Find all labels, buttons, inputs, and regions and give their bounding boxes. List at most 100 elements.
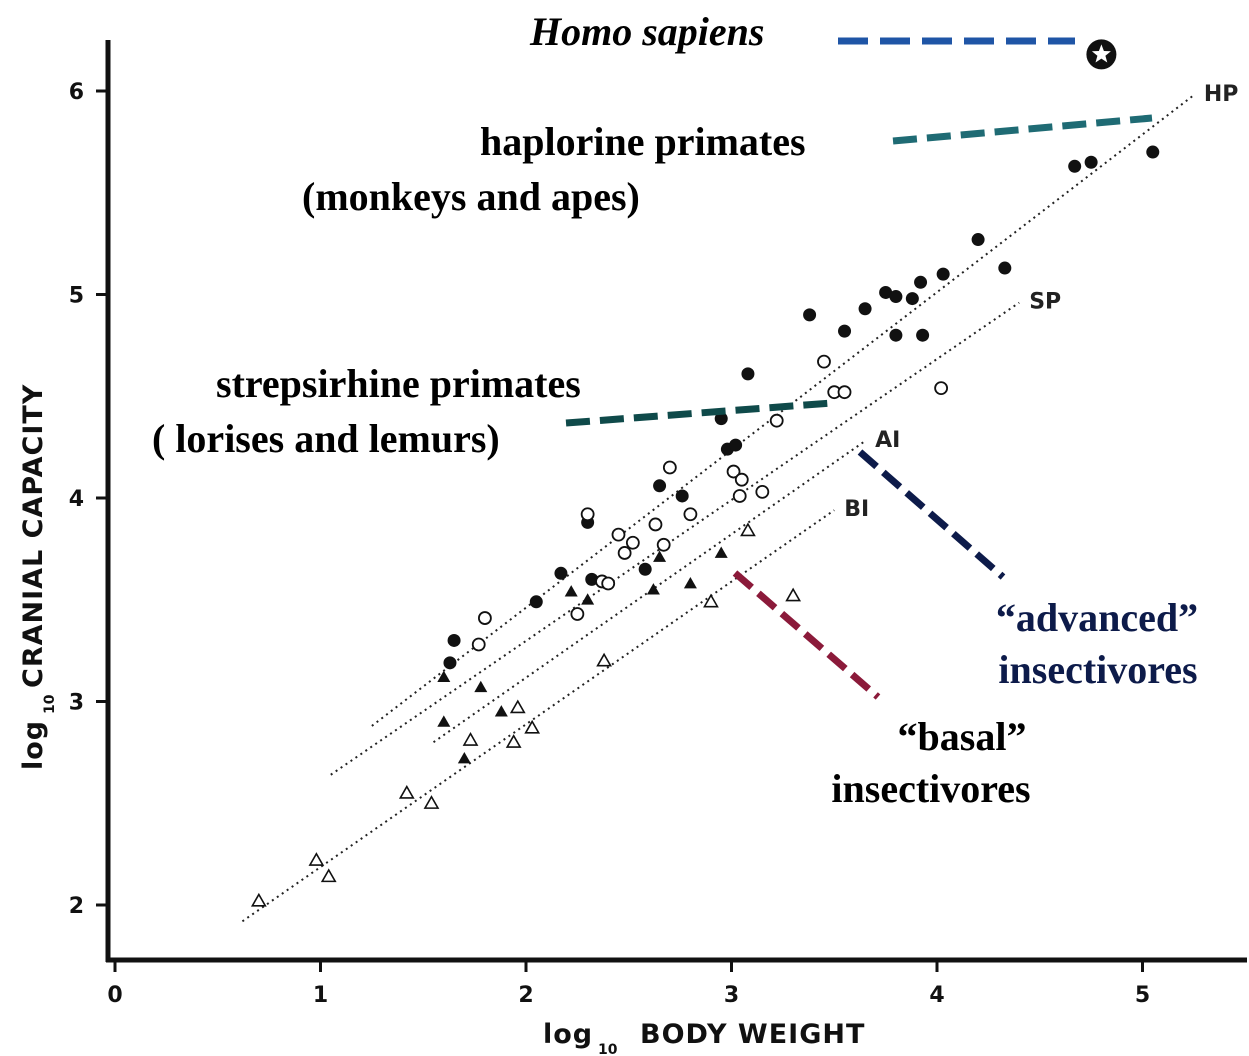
- basal-insectivore-point: [596, 652, 612, 667]
- strepsirhine-point: [662, 460, 677, 475]
- haplorine-point: [889, 328, 903, 342]
- strepsirhine-point: [769, 413, 784, 428]
- y-tick-label: 2: [69, 894, 84, 919]
- x-axis-title-subscript: 10: [598, 1042, 618, 1056]
- advanced-insectivore-point: [714, 546, 728, 558]
- regression-label-sp: SP: [1029, 290, 1061, 315]
- axes: [105, 40, 1247, 963]
- strepsirhine-point: [580, 507, 595, 522]
- haplorine-annotation-line1: haplorine primates: [480, 119, 806, 164]
- strepsirhine-point: [601, 576, 616, 591]
- basal-insectivore-point: [785, 587, 802, 602]
- basal-insectivore-point: [423, 795, 440, 809]
- basal-insectivore-point: [505, 734, 522, 748]
- regression-line-ai: [432, 440, 866, 744]
- strepsirhine-annotation-line1: strepsirhine primates: [216, 361, 581, 406]
- basal-insectivores-annotation-line1: “basal”: [898, 714, 1027, 759]
- haplorine-point: [971, 233, 985, 247]
- strepsirhine-point: [570, 607, 585, 621]
- haplorine-point: [447, 633, 461, 647]
- y-tick-label: 6: [69, 80, 84, 105]
- basal-insectivore-point: [524, 719, 541, 734]
- strepsirhine-point: [625, 535, 640, 550]
- haplorine-point: [675, 489, 689, 503]
- x-tick-label: 1: [313, 983, 328, 1008]
- haplorine-annotation-line2: (monkeys and apes): [302, 174, 640, 219]
- strepsirhine-point: [471, 637, 486, 652]
- advanced-insectivores-annotation-line1: “advanced”: [996, 595, 1198, 640]
- advanced-leader: [857, 449, 1006, 580]
- advanced-insectivore-point: [564, 585, 578, 597]
- haplorine-point: [554, 566, 568, 580]
- strepsirhine-point: [683, 507, 698, 522]
- haplorine-point: [1146, 145, 1160, 159]
- x-axis-title-text: BODY WEIGHT: [640, 1019, 865, 1050]
- regression-line-sp: [330, 301, 1020, 776]
- regression-line-bi: [241, 509, 835, 923]
- haplorine-leader: [892, 114, 1153, 145]
- basal-insectivore-point: [308, 852, 325, 866]
- x-tick-label: 2: [518, 983, 533, 1008]
- advanced-insectivores-annotation-line2: insectivores: [998, 647, 1197, 692]
- basal-leader: [732, 570, 881, 700]
- y-axis-title-prefix: log: [18, 720, 49, 770]
- data-points: [250, 145, 1160, 907]
- haplorine-point: [879, 285, 893, 299]
- strepsirhine-point: [755, 484, 770, 499]
- regression-label-bi: BI: [844, 497, 869, 522]
- advanced-insectivore-point: [646, 583, 660, 595]
- haplorine-point: [803, 308, 817, 322]
- x-tick-label: 4: [929, 983, 944, 1008]
- haplorine-point: [998, 261, 1012, 275]
- advanced-insectivore-point: [581, 593, 595, 605]
- strepsirhine-point: [656, 537, 671, 552]
- regression-label-ai: AI: [875, 428, 900, 453]
- strepsirhine-point: [611, 527, 626, 542]
- strepsirhine-point: [934, 381, 949, 396]
- x-ticks: 0 1 2 3 4 5: [107, 960, 1150, 1008]
- homo-sapiens-annotation: Homo sapiens: [529, 9, 764, 54]
- x-axis-title-prefix: log: [543, 1019, 593, 1050]
- y-tick-label: 3: [69, 691, 84, 716]
- haplorine-point: [1068, 159, 1082, 173]
- basal-insectivore-point: [250, 892, 267, 907]
- y-axis-title: log 10 CRANIAL CAPACITY: [18, 384, 58, 770]
- basal-insectivore-point: [509, 699, 526, 714]
- y-ticks: 2 3 4 5 6: [69, 80, 108, 919]
- basal-insectivores-annotation-line2: insectivores: [831, 766, 1030, 811]
- x-tick-label: 3: [724, 983, 739, 1008]
- homo-sapiens-marker: [1086, 39, 1117, 70]
- haplorine-point: [714, 412, 728, 426]
- haplorine-point: [741, 367, 755, 381]
- x-tick-label: 0: [107, 983, 122, 1008]
- basal-insectivore-point: [462, 732, 479, 746]
- strepsirhine-point: [732, 489, 747, 503]
- x-tick-label: 5: [1135, 983, 1150, 1008]
- basal-insectivore-point: [703, 593, 719, 608]
- haplorine-point: [529, 595, 543, 609]
- y-tick-label: 4: [69, 487, 84, 512]
- strepsirhine-point: [648, 517, 663, 532]
- haplorine-point: [914, 275, 928, 289]
- haplorine-point: [838, 324, 852, 338]
- strepsirhine-point: [837, 385, 852, 400]
- haplorine-point: [653, 479, 667, 493]
- haplorine-point: [585, 572, 599, 586]
- advanced-insectivore-point: [437, 715, 451, 727]
- strepsirhine-point: [726, 464, 741, 479]
- basal-insectivore-point: [398, 784, 415, 799]
- regression-label-hp: HP: [1204, 82, 1239, 107]
- strepsirhine-leader: [565, 399, 833, 427]
- haplorine-point: [889, 290, 903, 304]
- strepsirhine-point: [734, 472, 749, 487]
- strepsirhine-point: [617, 546, 632, 560]
- haplorine-point: [729, 438, 743, 452]
- advanced-insectivore-point: [683, 576, 697, 589]
- basal-insectivore-point: [320, 868, 337, 883]
- haplorine-point: [638, 562, 652, 576]
- advanced-insectivore-point: [457, 751, 471, 764]
- advanced-insectivore-point: [494, 705, 508, 717]
- regression-lines: [241, 94, 1195, 923]
- regression-line-labels: HP SP AI BI: [844, 82, 1238, 522]
